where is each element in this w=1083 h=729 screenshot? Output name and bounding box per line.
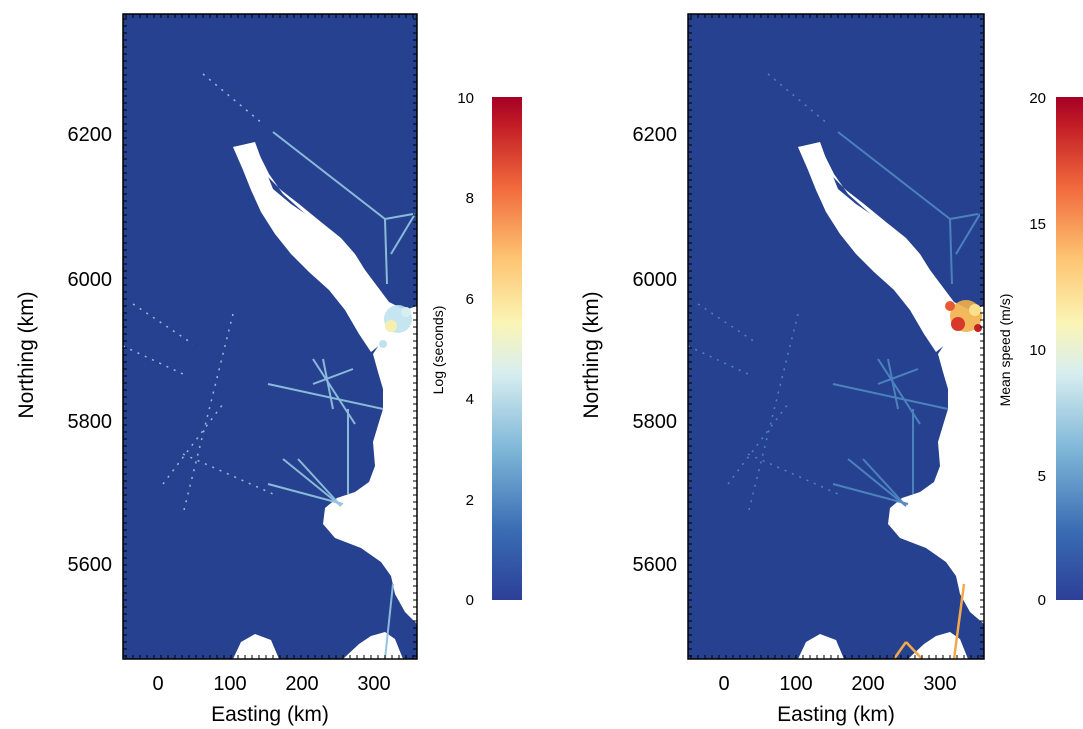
left-map-land (233, 145, 417, 659)
right-colorbar-tick: 20 (1029, 90, 1046, 107)
left-colorbar-tick: 10 (457, 90, 474, 107)
right-map-peninsula (798, 142, 950, 352)
left-colorbar (492, 97, 522, 600)
left-xtick-label: 100 (213, 673, 246, 695)
right-map-tracks (832, 131, 981, 507)
left-xtick-label: 300 (357, 673, 390, 695)
left-ytick-label: 6000 (68, 269, 113, 291)
left-xtick-label: 200 (285, 673, 318, 695)
right-xtick-label: 200 (851, 673, 884, 695)
left-colorbar-tick: 6 (466, 291, 474, 308)
left-ytick-label: 5600 (68, 554, 113, 576)
right-map-fast-tracks (892, 583, 966, 660)
right-axes-frame (687, 13, 985, 660)
right-colorbar-tick: 5 (1038, 468, 1046, 485)
right-colorbar-tick: 0 (1038, 592, 1046, 609)
left-ytick-label: 6200 (68, 124, 113, 146)
right-colorbar-title: Mean speed (m/s) (997, 294, 1013, 407)
left-xlabel: Easting (km) (211, 703, 329, 726)
right-map-south-land (798, 634, 844, 659)
right-minor-ticks (688, 14, 984, 659)
left-ytick-label: 5800 (68, 411, 113, 433)
right-map-port-cluster (945, 300, 982, 332)
left-xtick-label: 0 (152, 673, 163, 695)
right-xtick-label: 300 (923, 673, 956, 695)
right-xtick-label: 100 (779, 673, 812, 695)
left-colorbar-tick: 8 (466, 190, 474, 207)
left-minor-ticks (123, 14, 417, 659)
left-colorbar-tick: 2 (466, 492, 474, 509)
right-colorbar-tick: 10 (1029, 342, 1046, 359)
right-colorbar (1056, 97, 1083, 600)
left-colorbar-title: Log (seconds) (430, 306, 446, 395)
left-map-peninsula (233, 142, 385, 352)
left-map-south-land (233, 634, 279, 659)
right-map (687, 14, 984, 660)
right-ytick-label: 6000 (633, 269, 678, 291)
right-ytick-label: 5600 (633, 554, 678, 576)
right-ytick-label: 5800 (633, 411, 678, 433)
right-colorbar-tick: 15 (1029, 216, 1046, 233)
right-map-land (798, 145, 984, 659)
left-axes-frame (122, 13, 418, 660)
left-colorbar-tick: 0 (466, 592, 474, 609)
right-ylabel: Northing (km) (580, 291, 603, 418)
left-map-sparse-tracks (122, 73, 274, 515)
right-xlabel: Easting (km) (777, 703, 895, 726)
left-panel: 5600 5800 6000 6200 0 100 200 300 Eastin… (15, 13, 522, 726)
left-map-tracks (267, 131, 416, 660)
right-xtick-label: 0 (718, 673, 729, 695)
left-ylabel: Northing (km) (15, 291, 38, 418)
left-map (122, 14, 417, 660)
right-map-sparse-tracks (687, 73, 839, 515)
right-panel: 5600 5800 6000 6200 0 100 200 300 Eastin… (580, 13, 1083, 726)
left-colorbar-tick: 4 (466, 391, 474, 408)
right-ytick-label: 6200 (633, 124, 678, 146)
left-map-port-cluster (379, 305, 412, 348)
